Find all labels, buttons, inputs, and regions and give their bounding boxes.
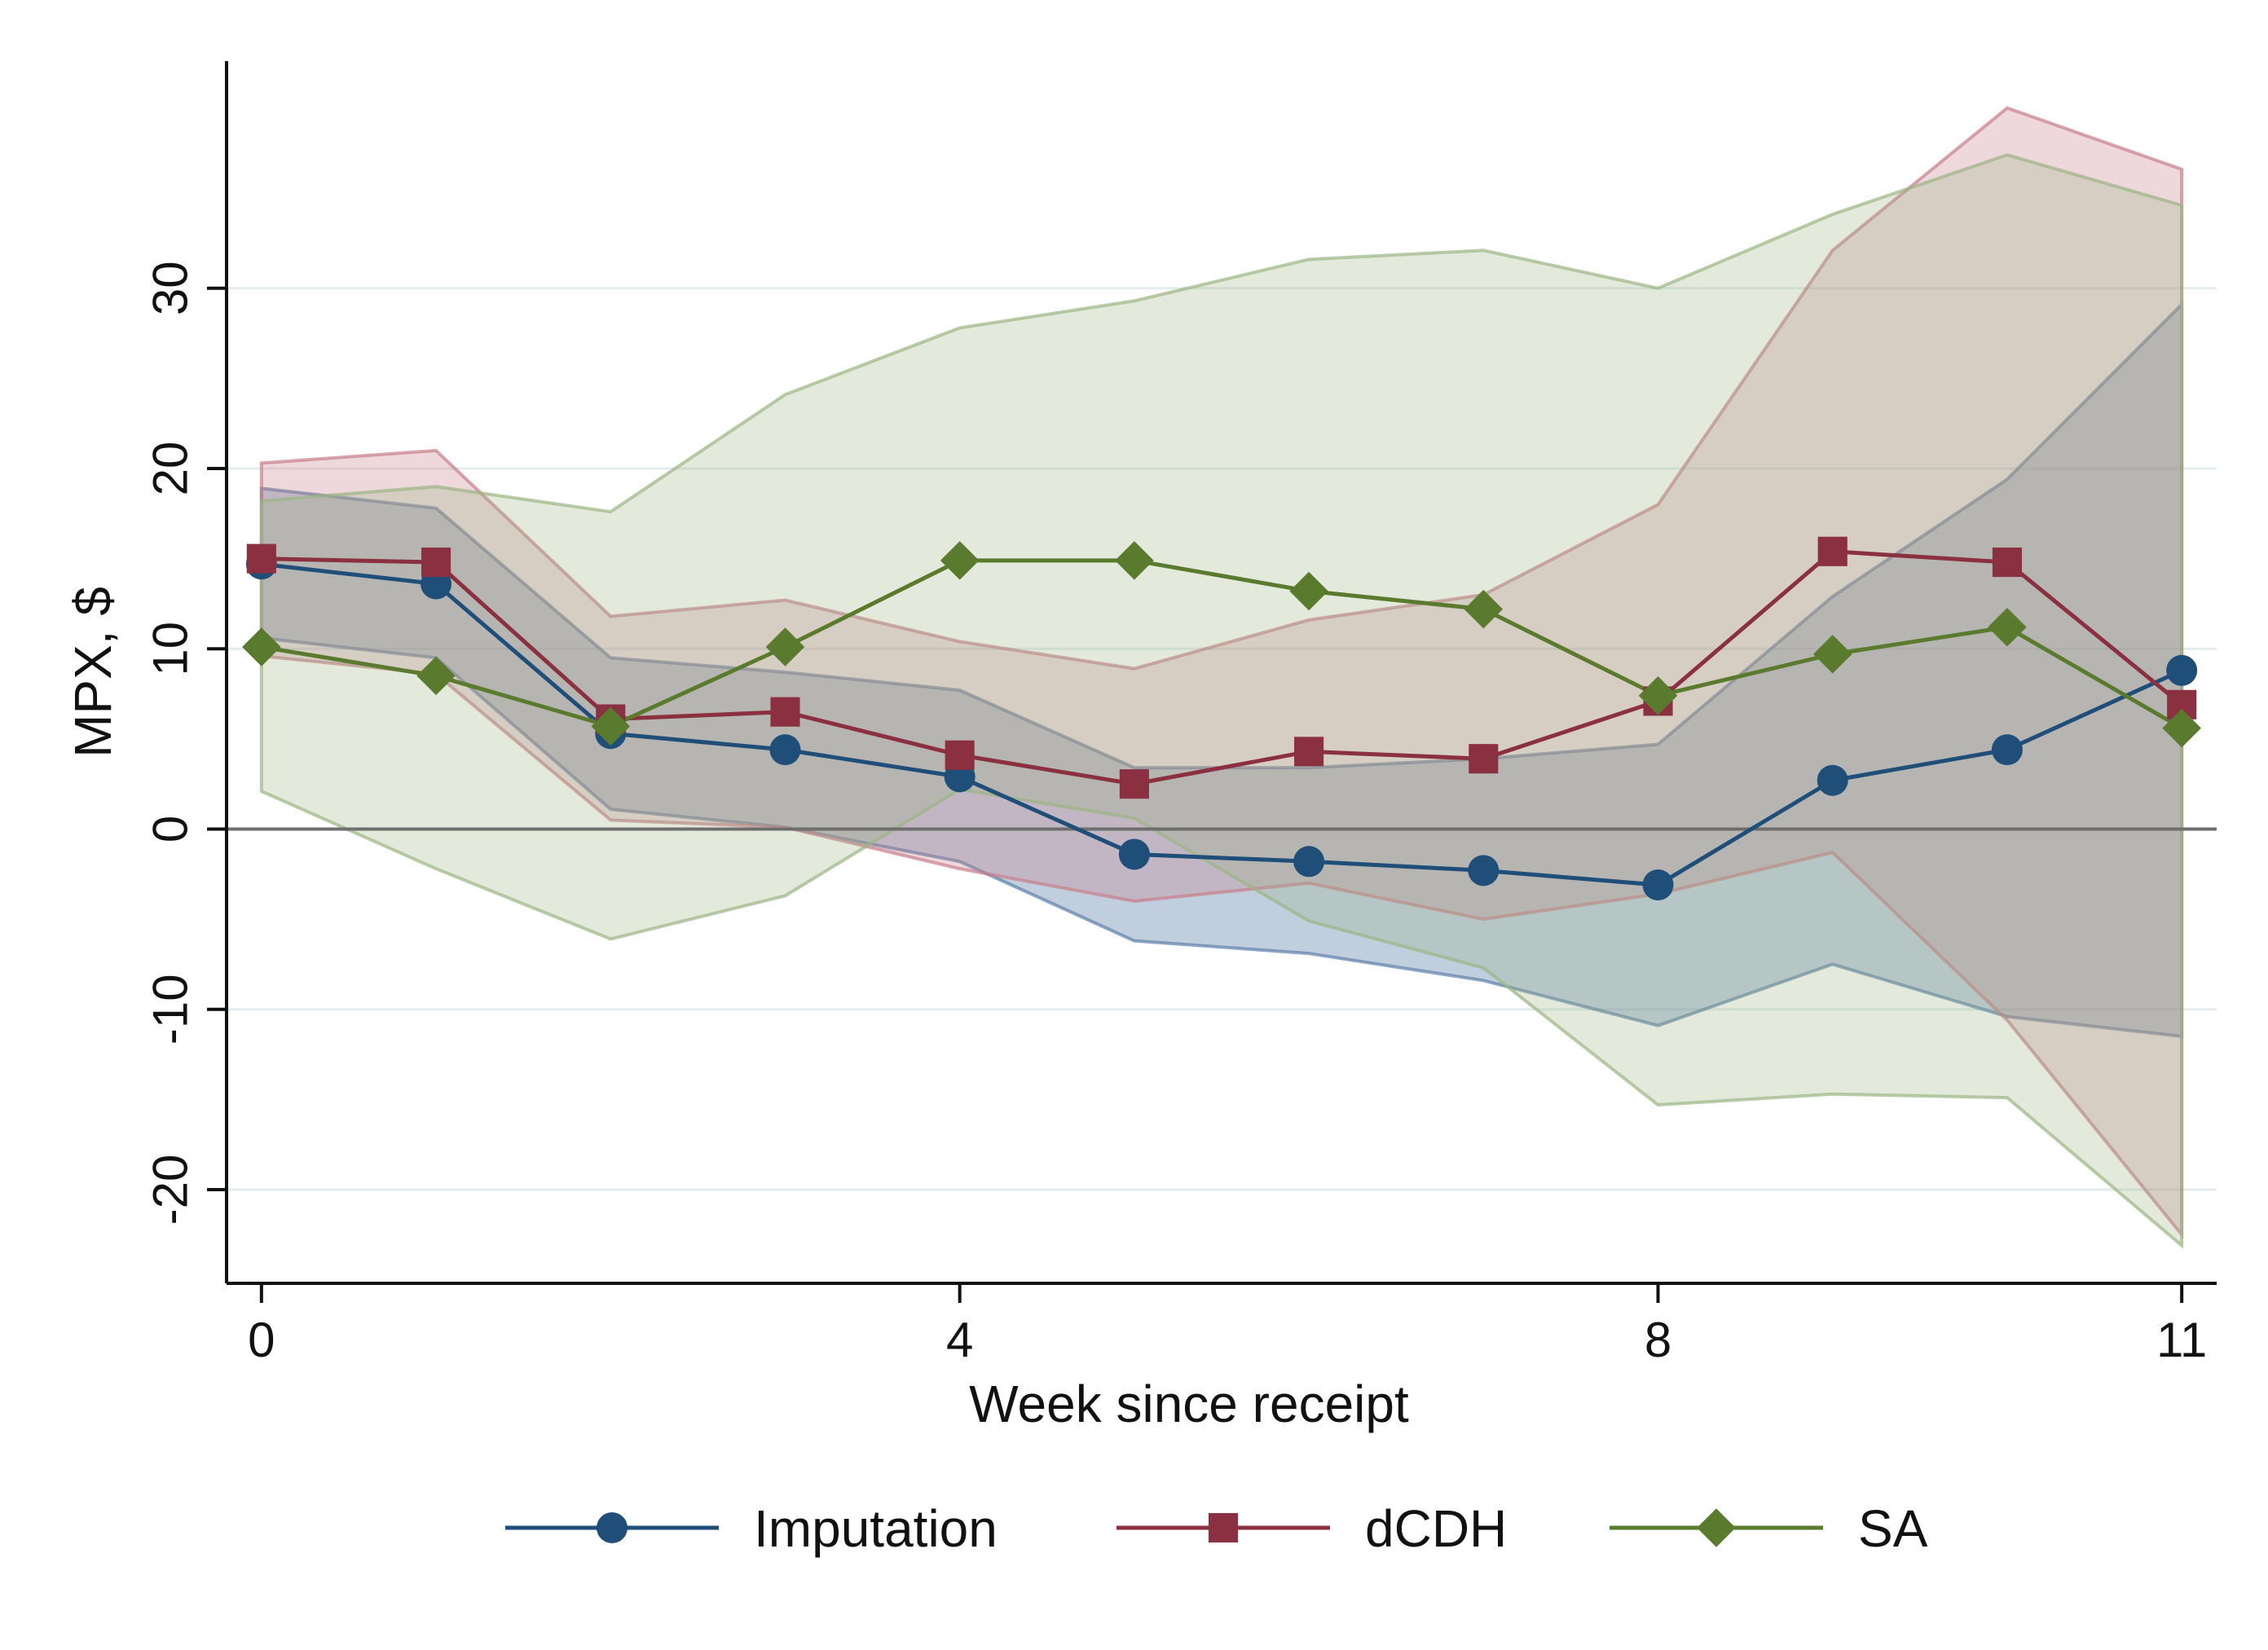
point-dcdh-9 (1817, 536, 1847, 566)
legend-label-sa: SA (1858, 1499, 1928, 1558)
series-line-sa (261, 558, 2183, 730)
point-dcdh-7 (1469, 744, 1499, 774)
y-tick-label--10: -10 (143, 974, 198, 1045)
y-tick-label--20: -20 (143, 1155, 198, 1225)
y-tick-label-10: 10 (143, 622, 198, 676)
y-axis-title: MPX, $ (64, 587, 122, 758)
point-imputation-7 (1468, 855, 1500, 887)
x-axis-title: Week since receipt (969, 1375, 1409, 1433)
y-tick-label-20: 20 (143, 442, 198, 496)
point-imputation-9 (1817, 764, 1848, 796)
point-sa-11 (2162, 708, 2201, 748)
point-sa-4 (940, 541, 980, 580)
y-tick-label-0: 0 (143, 816, 198, 843)
point-imputation-8 (1642, 869, 1674, 901)
series-markers (242, 536, 2201, 901)
x-tick-label-0: 0 (248, 1313, 275, 1367)
point-sa-7 (1464, 589, 1504, 629)
series-line-dcdh (261, 549, 2183, 786)
series-line-imputation (261, 561, 2183, 887)
grid-lines (227, 287, 2217, 1191)
axes: -20 -10 0 10 20 30 0 4 8 11 MPX, $ Week since re… (64, 61, 2217, 1433)
legend-marker-imputation (597, 1512, 628, 1543)
point-dcdh-4 (945, 740, 975, 770)
point-imputation-5 (1118, 838, 1150, 870)
point-imputation-10 (1991, 734, 2023, 766)
point-imputation-11 (2166, 654, 2198, 686)
y-axis-ticks: -20 -10 0 10 20 30 (143, 261, 227, 1225)
point-sa-2 (591, 706, 631, 746)
point-dcdh-6 (1294, 737, 1324, 767)
legend-label-dcdh: dCDH (1365, 1499, 1507, 1558)
confidence-bands (259, 106, 2184, 1249)
point-imputation-6 (1293, 846, 1325, 878)
point-sa-6 (1289, 571, 1328, 611)
point-sa-0 (242, 627, 281, 667)
point-sa-3 (765, 627, 805, 667)
point-sa-8 (1638, 676, 1678, 715)
series-lines (261, 549, 2183, 887)
legend-marker-sa (1697, 1508, 1736, 1547)
legend-label-imputation: Imputation (754, 1499, 997, 1558)
point-dcdh-10 (1992, 547, 2022, 578)
point-imputation-3 (769, 734, 801, 766)
point-dcdh-3 (770, 697, 800, 727)
legend-marker-dcdh (1208, 1512, 1239, 1543)
point-sa-10 (1988, 607, 2027, 647)
x-axis-ticks: 0 4 8 11 (248, 1283, 2207, 1367)
plot-area (227, 106, 2217, 1249)
point-dcdh-0 (246, 543, 276, 574)
point-sa-1 (416, 656, 456, 696)
point-dcdh-5 (1119, 769, 1149, 799)
point-dcdh-1 (421, 547, 451, 578)
band-sa (259, 152, 2184, 1249)
y-tick-label-30: 30 (143, 261, 198, 315)
x-tick-label-8: 8 (1645, 1313, 1671, 1367)
point-sa-9 (1812, 635, 1852, 674)
x-tick-label-4: 4 (946, 1313, 973, 1367)
legend: Imputation dCDH SA (505, 1499, 1928, 1558)
point-sa-5 (1115, 541, 1154, 580)
x-tick-label-11: 11 (2156, 1313, 2207, 1367)
